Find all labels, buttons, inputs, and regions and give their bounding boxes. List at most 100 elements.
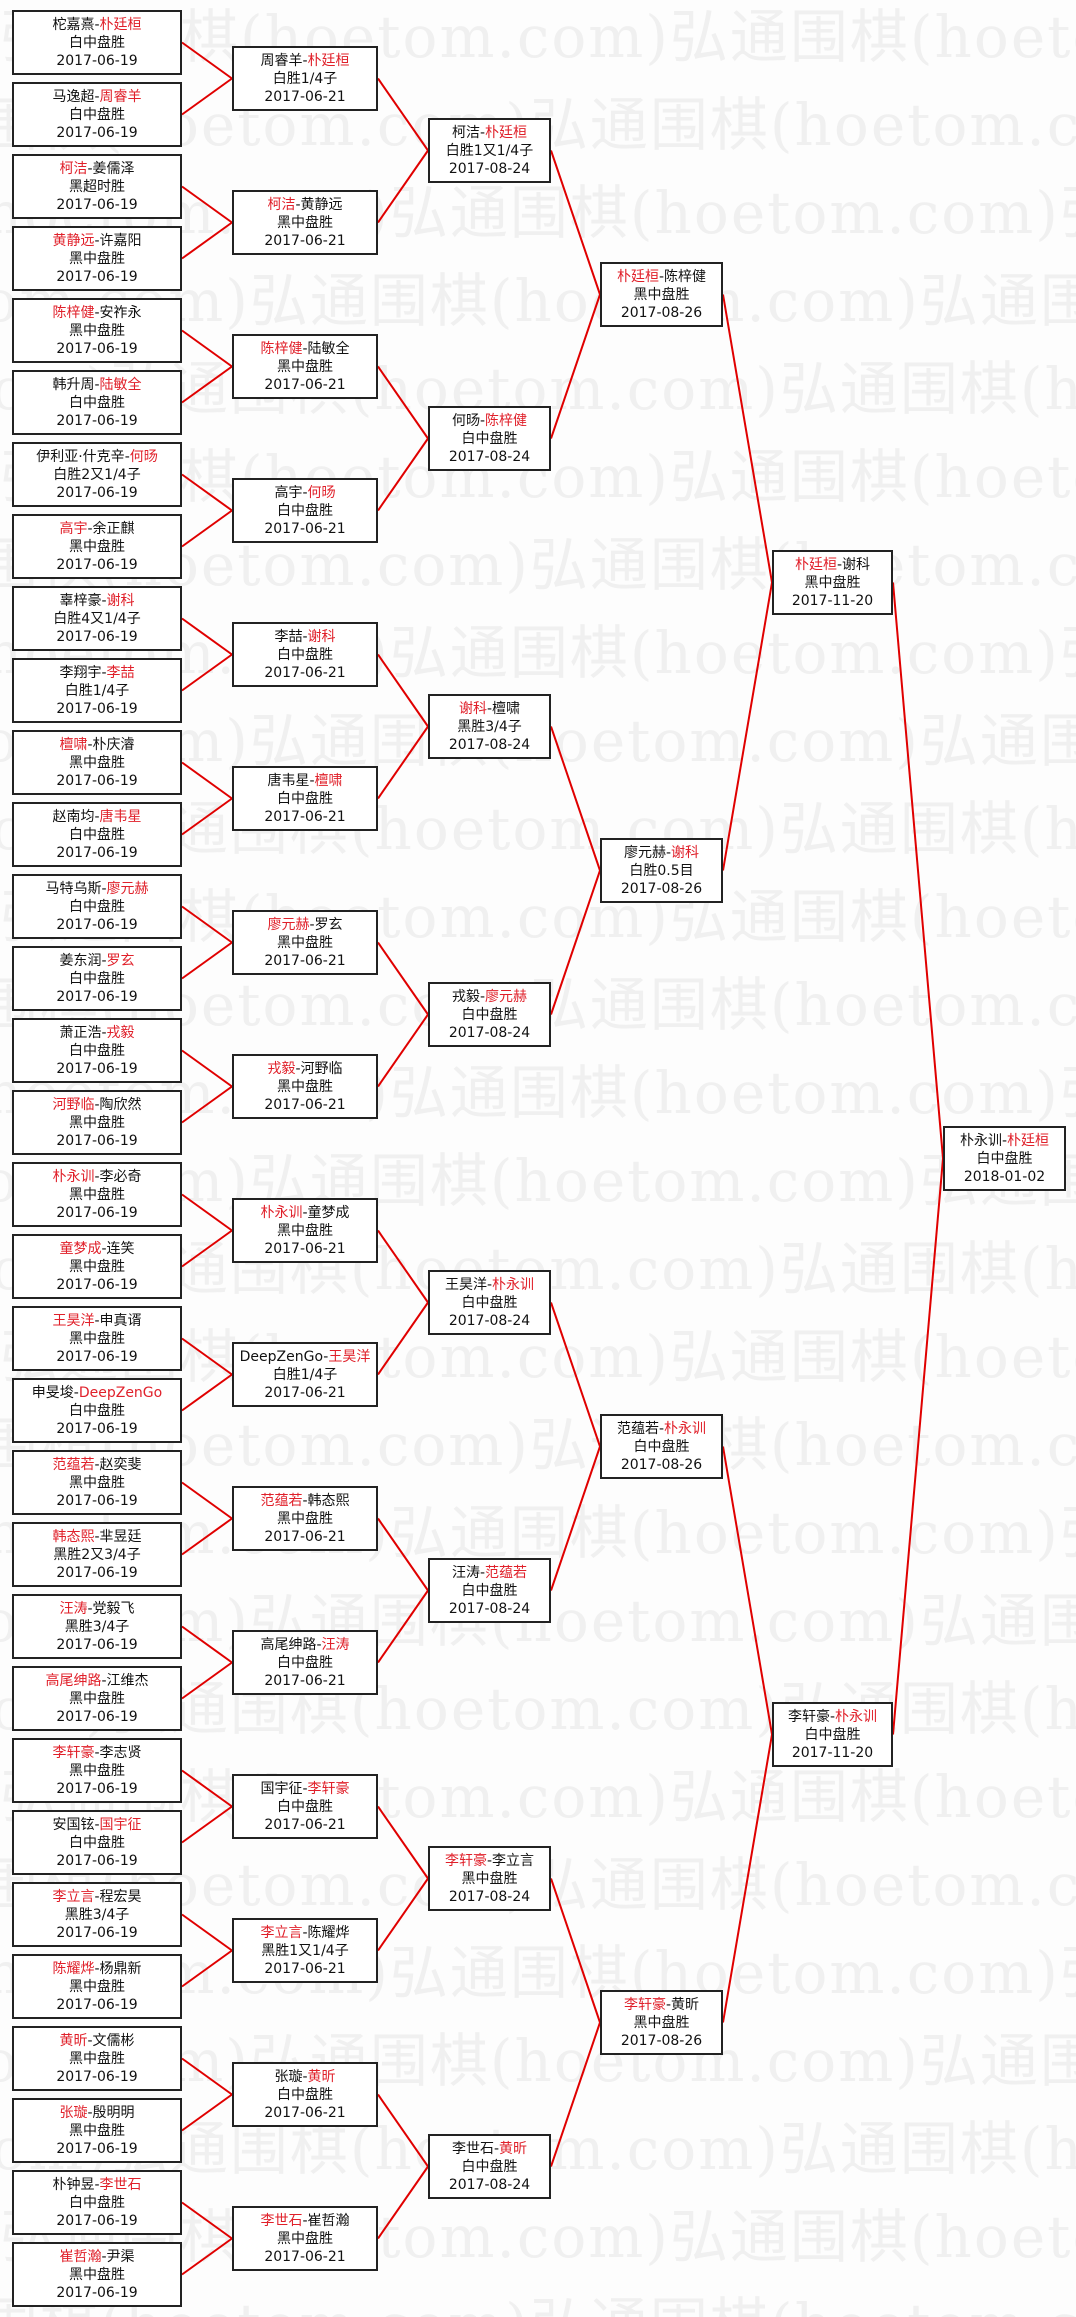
winner-name[interactable]: 张璇 — [59, 2104, 88, 2121]
loser-name[interactable]: 李志贤 — [99, 1744, 142, 1761]
winner-name[interactable]: 何旸 — [129, 448, 158, 465]
winner-name[interactable]: 朴廷桓 — [485, 124, 528, 141]
winner-name[interactable]: 王昊洋 — [328, 1348, 371, 1365]
loser-name[interactable]: 安祚永 — [99, 304, 142, 321]
match-box[interactable]: 朴钟昱-李世石 白中盘胜 2017-06-19 — [12, 2170, 182, 2235]
loser-name[interactable]: 柁嘉熹 — [52, 16, 95, 33]
match-box[interactable]: 高尾绅路-汪涛 白中盘胜 2017-06-21 — [232, 1630, 378, 1695]
winner-name[interactable]: 柯洁 — [267, 196, 296, 213]
match-box[interactable]: 陈耀烨-杨鼎新 黑中盘胜 2017-06-19 — [12, 1954, 182, 2019]
match-box[interactable]: 王昊洋-朴永训 白中盘胜 2017-08-24 — [428, 1270, 551, 1335]
winner-name[interactable]: 唐韦星 — [99, 808, 142, 825]
match-box[interactable]: 汪涛-党毅飞 黑胜3/4子 2017-06-19 — [12, 1594, 182, 1659]
loser-name[interactable]: 李喆 — [274, 628, 303, 645]
winner-name[interactable]: 罗玄 — [106, 952, 135, 969]
winner-name[interactable]: 朴廷桓 — [794, 556, 837, 573]
winner-name[interactable]: 黄昕 — [59, 2032, 88, 2049]
winner-name[interactable]: 谢科 — [106, 592, 135, 609]
loser-name[interactable]: 李立言 — [492, 1852, 535, 1869]
winner-name[interactable]: 朴永训 — [835, 1708, 878, 1725]
match-box[interactable]: 李轩豪-李志贤 黑中盘胜 2017-06-19 — [12, 1738, 182, 1803]
loser-name[interactable]: 汪涛 — [451, 1564, 480, 1581]
loser-name[interactable]: 廖元赫 — [623, 844, 666, 861]
winner-name[interactable]: 李世石 — [99, 2176, 142, 2193]
loser-name[interactable]: 唐韦星 — [267, 772, 310, 789]
loser-name[interactable]: 程宏昊 — [99, 1888, 142, 1905]
loser-name[interactable]: 伊利亚·什克辛 — [36, 448, 125, 465]
match-box[interactable]: 周睿羊-朴廷桓 白胜1/4子 2017-06-21 — [232, 46, 378, 111]
winner-name[interactable]: 朴永训 — [492, 1276, 535, 1293]
loser-name[interactable]: 陈梓健 — [664, 268, 707, 285]
loser-name[interactable]: DeepZenGo — [239, 1348, 324, 1365]
match-box[interactable]: 李轩豪-李立言 黑中盘胜 2017-08-24 — [428, 1846, 551, 1911]
loser-name[interactable]: 朴永训 — [959, 1132, 1002, 1149]
loser-name[interactable]: 李必奇 — [99, 1168, 142, 1185]
winner-name[interactable]: 朴廷桓 — [99, 16, 142, 33]
winner-name[interactable]: 陈梓健 — [260, 340, 303, 357]
loser-name[interactable]: 柯洁 — [451, 124, 480, 141]
match-box[interactable]: 范蕴若-朴永训 白中盘胜 2017-08-26 — [600, 1414, 723, 1479]
match-box[interactable]: 崔哲瀚-尹渠 黑中盘胜 2017-06-19 — [12, 2242, 182, 2307]
match-box[interactable]: 朴永训-朴廷桓 白中盘胜 2018-01-02 — [943, 1126, 1066, 1191]
winner-name[interactable]: 朴廷桓 — [307, 52, 350, 69]
match-box[interactable]: 高尾绅路-江维杰 黑中盘胜 2017-06-19 — [12, 1666, 182, 1731]
loser-name[interactable]: 陶欣然 — [99, 1096, 142, 1113]
match-box[interactable]: 李世石-崔哲瀚 黑中盘胜 2017-06-21 — [232, 2206, 378, 2271]
winner-name[interactable]: 谢科 — [458, 700, 487, 717]
loser-name[interactable]: 殷明明 — [92, 2104, 135, 2121]
winner-name[interactable]: 韩态熙 — [52, 1528, 95, 1545]
loser-name[interactable]: 杨鼎新 — [99, 1960, 142, 1977]
match-box[interactable]: 李轩豪-黄昕 黑中盘胜 2017-08-26 — [600, 1990, 723, 2055]
winner-name[interactable]: 檀啸 — [314, 772, 343, 789]
loser-name[interactable]: 童梦成 — [307, 1204, 350, 1221]
loser-name[interactable]: 姜东润 — [59, 952, 102, 969]
winner-name[interactable]: 戎毅 — [267, 1060, 296, 1077]
loser-name[interactable]: 黄静远 — [300, 196, 343, 213]
loser-name[interactable]: 韩态熙 — [307, 1492, 350, 1509]
match-box[interactable]: 张璇-黄昕 白中盘胜 2017-06-21 — [232, 2062, 378, 2127]
match-box[interactable]: 申旻埈-DeepZenGo 白中盘胜 2017-06-19 — [12, 1378, 182, 1443]
match-box[interactable]: 李轩豪-朴永训 白中盘胜 2017-11-20 — [772, 1702, 893, 1767]
match-box[interactable]: 高宇-何旸 白中盘胜 2017-06-21 — [232, 478, 378, 543]
loser-name[interactable]: 朴钟昱 — [52, 2176, 95, 2193]
winner-name[interactable]: 童梦成 — [59, 1240, 102, 1257]
match-box[interactable]: 安国铉-国宇征 白中盘胜 2017-06-19 — [12, 1810, 182, 1875]
match-box[interactable]: DeepZenGo-王昊洋 白胜1/4子 2017-06-21 — [232, 1342, 378, 1407]
loser-name[interactable]: 李翔宇 — [59, 664, 102, 681]
match-box[interactable]: 李喆-谢科 白中盘胜 2017-06-21 — [232, 622, 378, 687]
match-box[interactable]: 戎毅-廖元赫 白中盘胜 2017-08-24 — [428, 982, 551, 1047]
match-box[interactable]: 柯洁-姜儒泽 黑超时胜 2017-06-19 — [12, 154, 182, 219]
winner-name[interactable]: 陆敏全 — [99, 376, 142, 393]
match-box[interactable]: 李立言-陈耀烨 黑胜1又1/4子 2017-06-21 — [232, 1918, 378, 1983]
winner-name[interactable]: 王昊洋 — [52, 1312, 95, 1329]
winner-name[interactable]: DeepZenGo — [78, 1384, 163, 1401]
match-box[interactable]: 伊利亚·什克辛-何旸 白胜2又1/4子 2017-06-19 — [12, 442, 182, 507]
match-box[interactable]: 范蕴若-韩态熙 黑中盘胜 2017-06-21 — [232, 1486, 378, 1551]
match-box[interactable]: 李世石-黄昕 白中盘胜 2017-08-24 — [428, 2134, 551, 2199]
match-box[interactable]: 朴廷桓-陈梓健 黑中盘胜 2017-08-26 — [600, 262, 723, 327]
loser-name[interactable]: 安国铉 — [52, 1816, 95, 1833]
loser-name[interactable]: 党毅飞 — [92, 1600, 135, 1617]
winner-name[interactable]: 李轩豪 — [623, 1996, 666, 2013]
match-box[interactable]: 李立言-程宏昊 黑胜3/4子 2017-06-19 — [12, 1882, 182, 1947]
winner-name[interactable]: 黄昕 — [307, 2068, 336, 2085]
match-box[interactable]: 谢科-檀啸 黑胜3/4子 2017-08-24 — [428, 694, 551, 759]
winner-name[interactable]: 高宇 — [59, 520, 88, 537]
winner-name[interactable]: 谢科 — [307, 628, 336, 645]
winner-name[interactable]: 李世石 — [260, 2212, 303, 2229]
winner-name[interactable]: 戎毅 — [106, 1024, 135, 1041]
match-box[interactable]: 童梦成-连笑 黑中盘胜 2017-06-19 — [12, 1234, 182, 1299]
winner-name[interactable]: 柯洁 — [59, 160, 88, 177]
winner-name[interactable]: 廖元赫 — [106, 880, 149, 897]
match-box[interactable]: 国宇征-李轩豪 白中盘胜 2017-06-21 — [232, 1774, 378, 1839]
winner-name[interactable]: 汪涛 — [321, 1636, 350, 1653]
winner-name[interactable]: 陈梓健 — [485, 412, 528, 429]
loser-name[interactable]: 萧正浩 — [59, 1024, 102, 1041]
match-box[interactable]: 赵南均-唐韦星 白中盘胜 2017-06-19 — [12, 802, 182, 867]
winner-name[interactable]: 周睿羊 — [99, 88, 142, 105]
loser-name[interactable]: 张璇 — [274, 2068, 303, 2085]
match-box[interactable]: 马特乌斯-廖元赫 白中盘胜 2017-06-19 — [12, 874, 182, 939]
match-box[interactable]: 檀啸-朴庆濬 黑中盘胜 2017-06-19 — [12, 730, 182, 795]
winner-name[interactable]: 范蕴若 — [260, 1492, 303, 1509]
match-box[interactable]: 韩态熙-芈昱廷 黑胜2又3/4子 2017-06-19 — [12, 1522, 182, 1587]
